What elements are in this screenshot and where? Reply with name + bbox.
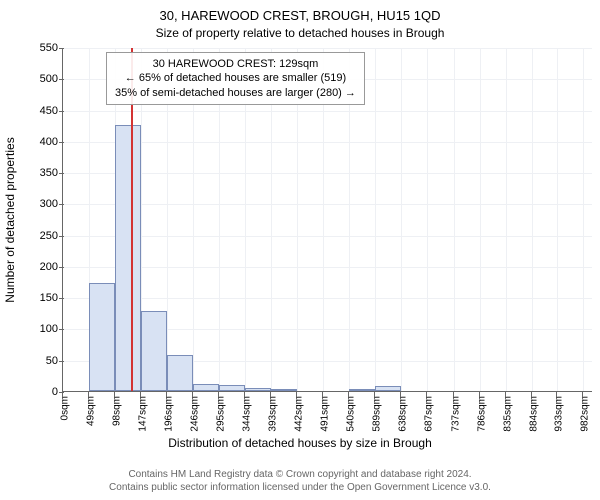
x-tick-label: 687sqm [424,396,435,432]
histogram-bar [167,355,193,391]
y-tick-label: 550 [18,42,58,54]
y-tick-label: 300 [18,198,58,210]
y-tick-label: 50 [18,355,58,367]
x-tick-label: 835sqm [502,396,513,432]
x-tick-label: 98sqm [111,396,122,426]
gridline-h [63,204,592,205]
gridline-v [454,48,455,391]
gridline-h [63,173,592,174]
histogram-bar [349,389,375,391]
gridline-v [557,48,558,391]
annotation-line: 30 HAREWOOD CREST: 129sqm [115,57,356,71]
histogram-bar [89,283,115,391]
annotation-line: 35% of semi-detached houses are larger (… [115,86,356,100]
y-tick-label: 250 [18,230,58,242]
y-tick-label: 200 [18,261,58,273]
histogram-bar [271,389,297,391]
x-tick-label: 737sqm [450,396,461,432]
histogram-bar [219,385,245,391]
gridline-h [63,142,592,143]
gridline-h [63,267,592,268]
footer-line: Contains HM Land Registry data © Crown c… [0,469,600,482]
x-tick-label: 196sqm [163,396,174,432]
y-tick-label: 150 [18,292,58,304]
gridline-v [583,48,584,391]
y-tick-label: 100 [18,323,58,335]
x-tick-label: 491sqm [320,396,331,432]
x-tick-label: 393sqm [268,396,279,432]
histogram-bar [141,311,167,391]
gridline-v [532,48,533,391]
y-axis-label: Number of detached properties [3,137,17,302]
x-tick-label: 147sqm [137,396,148,432]
x-tick-label: 344sqm [242,396,253,432]
x-tick-label: 589sqm [372,396,383,432]
y-tick-label: 400 [18,136,58,148]
x-tick-label: 884sqm [528,396,539,432]
x-tick-label: 786sqm [476,396,487,432]
x-tick-label: 49sqm [85,396,96,426]
x-axis-label: Distribution of detached houses by size … [0,436,600,450]
gridline-h [63,48,592,49]
gridline-h [63,298,592,299]
gridline-v [401,48,402,391]
gridline-v [427,48,428,391]
histogram-bar [245,388,271,391]
x-tick-label: 638sqm [398,396,409,432]
x-tick-label: 246sqm [190,396,201,432]
annotation-box: 30 HAREWOOD CREST: 129sqm ← 65% of detac… [106,52,365,105]
annotation-line: ← 65% of detached houses are smaller (51… [115,71,356,85]
footer-line: Contains public sector information licen… [0,482,600,495]
y-tick-label: 450 [18,105,58,117]
gridline-h [63,111,592,112]
gridline-v [480,48,481,391]
y-tick-label: 500 [18,73,58,85]
x-tick-label: 540sqm [346,396,357,432]
y-tick-label: 0 [18,386,58,398]
footer-attribution: Contains HM Land Registry data © Crown c… [0,469,600,494]
gridline-h [63,236,592,237]
histogram-bar [375,386,401,391]
x-tick-label: 295sqm [216,396,227,432]
page-subtitle: Size of property relative to detached ho… [0,26,600,40]
histogram-bar [115,125,141,391]
chart-container: 30, HAREWOOD CREST, BROUGH, HU15 1QD Siz… [0,0,600,500]
x-tick-label: 933sqm [554,396,565,432]
page-title: 30, HAREWOOD CREST, BROUGH, HU15 1QD [0,8,600,23]
gridline-v [506,48,507,391]
x-tick-label: 982sqm [580,396,591,432]
x-tick-label: 0sqm [60,396,71,420]
histogram-bar [193,384,219,392]
y-tick-label: 350 [18,167,58,179]
x-tick-label: 442sqm [294,396,305,432]
gridline-v [375,48,376,391]
